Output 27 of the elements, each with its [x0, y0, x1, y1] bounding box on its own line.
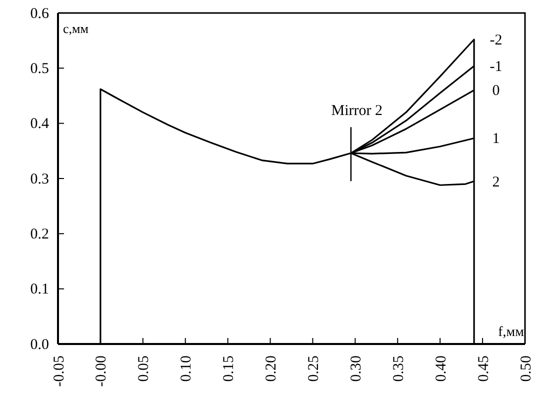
- y-tick-label: 0.3: [30, 171, 49, 188]
- y-tick-label: 0.2: [30, 226, 49, 242]
- x-tick-label: 0.35: [390, 356, 407, 382]
- y-tick-label: 0.5: [30, 60, 49, 77]
- series-label: -1: [490, 58, 502, 75]
- x-tick-label: 0.05: [136, 356, 152, 382]
- x-tick-label: 0.20: [264, 356, 280, 382]
- y-tick-label: 0.1: [30, 282, 49, 298]
- y-axis-title: c,мм: [63, 21, 88, 36]
- x-tick-label: 0.15: [221, 356, 238, 382]
- series-label: 0: [492, 83, 500, 100]
- x-tick-label: 0.50: [518, 356, 534, 382]
- x-tick-label: 0.10: [178, 356, 195, 382]
- x-tick-label: 0.40: [433, 356, 450, 382]
- annotation: Mirror 2: [331, 103, 383, 120]
- y-tick-label: 0.6: [30, 6, 50, 22]
- x-tick-label: 0.45: [476, 356, 492, 382]
- series-label: 1: [492, 131, 500, 148]
- y-tick-label: 0.4: [30, 116, 50, 132]
- x-tick-label: 0.30: [348, 356, 364, 382]
- x-tick-label: -0.00: [94, 356, 110, 387]
- x-axis-title: f,мм: [498, 325, 524, 340]
- series-label: -2: [490, 32, 502, 48]
- series-label: 2: [492, 174, 500, 190]
- x-tick-label: 0.25: [306, 356, 322, 382]
- x-tick-label: -0.05: [51, 356, 68, 387]
- y-tick-label: 0.0: [30, 336, 49, 353]
